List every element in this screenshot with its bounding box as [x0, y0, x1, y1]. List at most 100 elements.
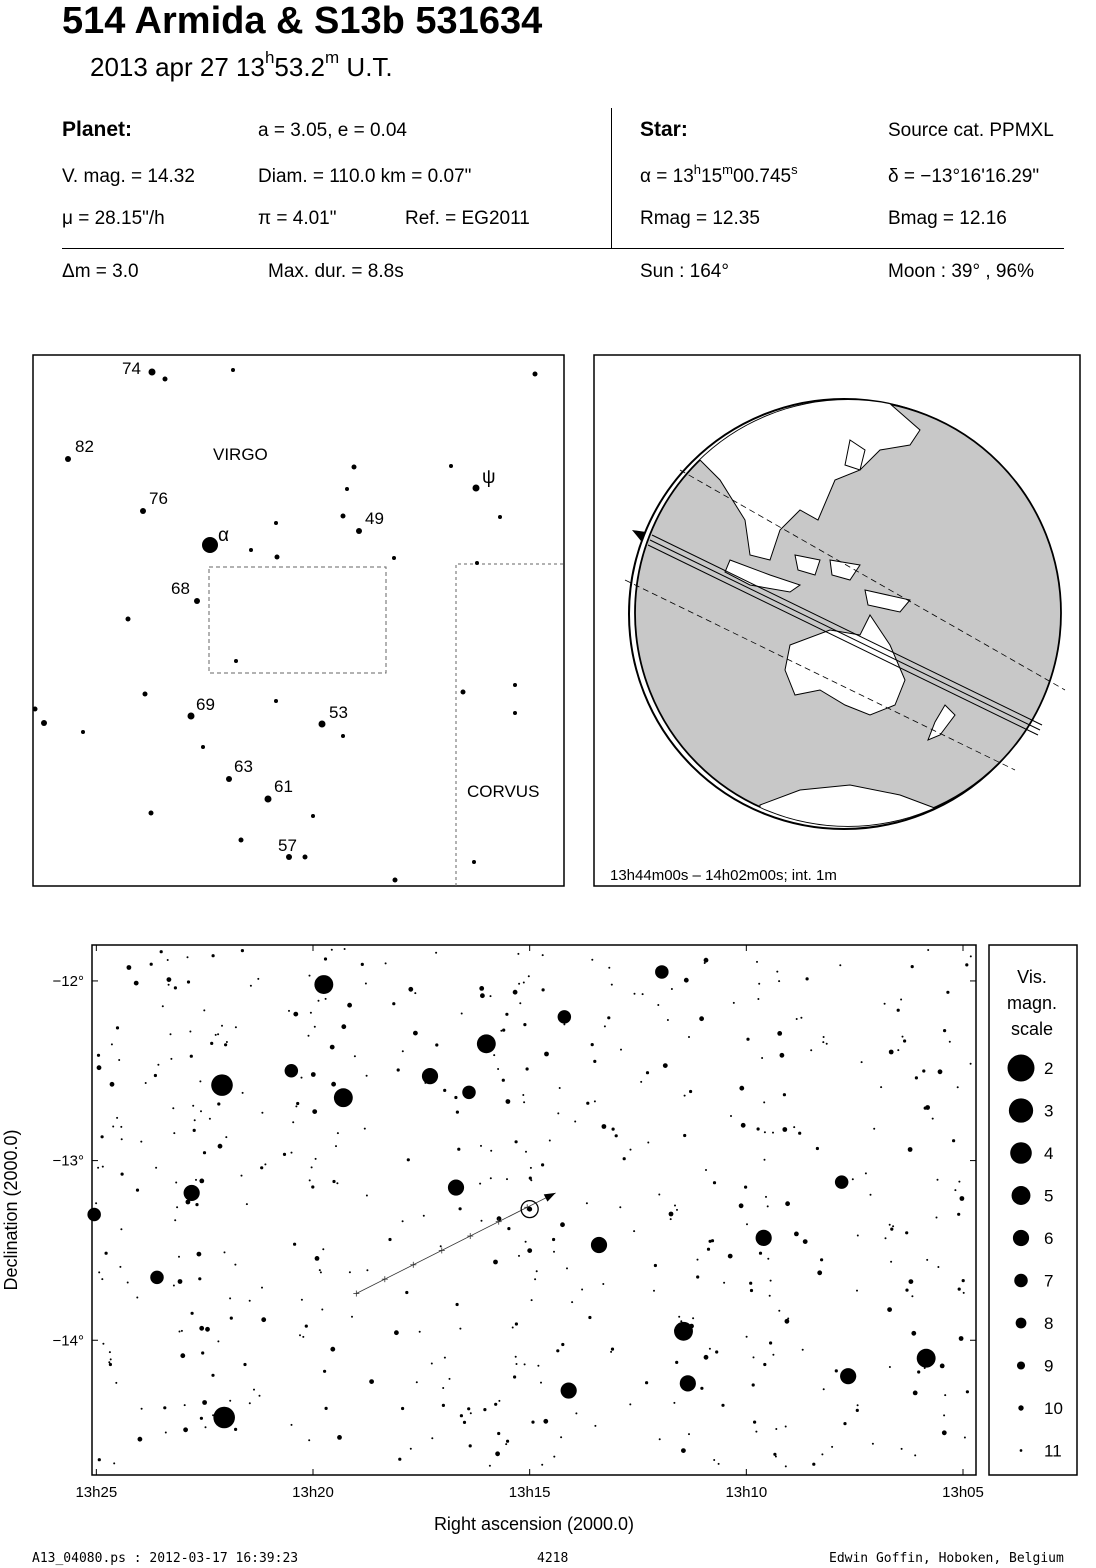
max-duration: Max. dur. = 8.8s	[268, 261, 404, 282]
finder-label-57: 57	[278, 836, 297, 855]
bright-star-12	[840, 1368, 857, 1385]
legend-dot-7	[1014, 1273, 1028, 1288]
constellation-boundary	[455, 563, 564, 886]
finder-stars	[32, 368, 538, 883]
finder-label-82: 82	[75, 437, 94, 456]
finder-label-69: 69	[196, 695, 215, 714]
x-tick-label: 13h15	[509, 1484, 551, 1501]
legend-label-7: 7	[1044, 1272, 1053, 1291]
finder-label-61: 61	[274, 777, 293, 796]
x-tick-label: 13h25	[75, 1484, 117, 1501]
legend-label-11: 11	[1044, 1442, 1062, 1461]
y-axis-label: Declination (2000.0)	[1, 1129, 21, 1290]
bright-star-8	[183, 1184, 200, 1202]
bright-star-10	[447, 1179, 465, 1196]
finder-label-psi: ψ	[482, 467, 496, 488]
bright-star-5	[674, 1321, 693, 1341]
legend-title-line-1: Vis.	[1017, 967, 1047, 987]
legend-label-2: 2	[1044, 1059, 1053, 1078]
x-tick-label: 13h10	[725, 1484, 767, 1501]
planet-reference: Ref. = EG2011	[405, 208, 530, 229]
bright-star-2	[314, 975, 334, 994]
legend-label-8: 8	[1044, 1314, 1053, 1333]
footer-author: Edwin Goffin, Hoboken, Belgium	[829, 1551, 1064, 1566]
legend-label-9: 9	[1044, 1357, 1053, 1376]
legend-dot-10	[1018, 1405, 1024, 1411]
planet-parallax: π = 4.01"	[258, 208, 337, 229]
globe-caption: 13h44m00s – 14h02m00s; int. 1m	[610, 867, 837, 884]
finder-label-68: 68	[171, 579, 190, 598]
legend-dot-11	[1019, 1449, 1023, 1452]
footer-page: 4218	[537, 1551, 569, 1566]
planet-orbit: a = 3.05, e = 0.04	[258, 120, 407, 141]
bright-star-18	[284, 1064, 299, 1078]
bright-star-15	[834, 1175, 849, 1189]
legend-dot-5	[1011, 1186, 1031, 1205]
constellation-corvus: CORVUS	[467, 782, 539, 801]
target-star	[527, 1206, 533, 1212]
bright-star-6	[916, 1348, 936, 1368]
page-title: 514 Armida & S13b 531634	[62, 0, 543, 42]
legend-frame	[988, 944, 1078, 1476]
star-label: Star:	[640, 118, 688, 141]
finder-label-76: 76	[149, 489, 168, 508]
legend-label-10: 10	[1044, 1399, 1063, 1418]
legend-dot-6	[1012, 1229, 1030, 1247]
legend-dot-2	[1007, 1054, 1035, 1082]
y-tick-label: −13°	[53, 1153, 84, 1170]
star-dec: δ = −13°16'16.29"	[888, 166, 1040, 187]
path-arrowhead	[543, 1192, 556, 1202]
y-tick-label: −14°	[53, 1332, 84, 1349]
legend-dot-3	[1008, 1098, 1034, 1123]
table-divider-vertical	[611, 108, 612, 248]
bright-star-4	[476, 1034, 496, 1054]
star-ra: α = 13h15m00.745s	[640, 162, 798, 187]
legend-title-line-2: magn.	[1007, 993, 1057, 1013]
star-source: Source cat. PPMXL	[888, 120, 1054, 141]
legend-dot-4	[1010, 1142, 1032, 1164]
legend-dot-9	[1016, 1361, 1026, 1370]
bright-star-11	[679, 1375, 696, 1392]
globe-limb-shadow	[628, 398, 1060, 830]
planet-diameter: Diam. = 110.0 km = 0.07"	[258, 166, 472, 187]
x-tick-label: 13h05	[942, 1484, 984, 1501]
globe-frame	[593, 354, 1081, 887]
background-stars	[95, 948, 972, 1468]
bright-star-3	[333, 1088, 353, 1108]
star-rmag: Rmag = 12.35	[640, 208, 760, 229]
legend-title-line-3: scale	[1011, 1019, 1053, 1039]
chart-frame	[91, 944, 977, 1476]
bright-star-1	[213, 1406, 235, 1429]
bright-star-7	[590, 1236, 608, 1254]
finder-label-alpha: α	[218, 525, 229, 546]
moon-info: Moon : 39° , 96%	[888, 261, 1034, 282]
delta-mag: Δm = 3.0	[62, 261, 139, 282]
bright-star-21	[557, 1010, 572, 1024]
planet-vmag: V. mag. = 14.32	[62, 166, 195, 187]
constellation-virgo: VIRGO	[213, 445, 268, 464]
legend-label-4: 4	[1044, 1144, 1053, 1163]
legend-label-5: 5	[1044, 1187, 1053, 1206]
finder-frame	[32, 354, 565, 887]
bright-star-0	[211, 1074, 233, 1096]
bright-star-16	[87, 1207, 101, 1222]
legend-label-6: 6	[1044, 1229, 1053, 1248]
finder-field-box	[208, 566, 387, 674]
footer-file: A13_04080.ps : 2012-03-17 16:39:23	[32, 1551, 299, 1566]
finder-label-74: 74	[122, 359, 141, 378]
legend-label-3: 3	[1044, 1102, 1053, 1121]
star-bmag: Bmag = 12.16	[888, 208, 1007, 229]
y-tick-label: −12°	[53, 973, 84, 990]
bright-star-13	[560, 1382, 577, 1399]
globe-direction-arrow	[632, 530, 646, 541]
bright-star-19	[462, 1085, 476, 1100]
planet-motion: μ = 28.15"/h	[62, 208, 165, 229]
asteroid-path	[356, 1192, 556, 1294]
bright-star-20	[655, 965, 669, 979]
finder-label-63: 63	[234, 757, 253, 776]
globe-shadow-path	[624, 469, 1066, 771]
sun-elongation: Sun : 164°	[640, 261, 729, 282]
